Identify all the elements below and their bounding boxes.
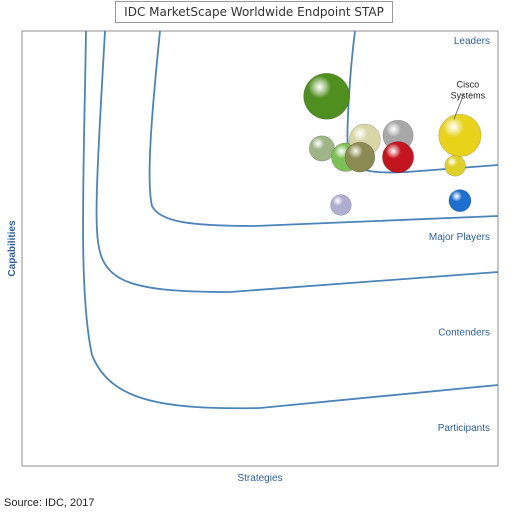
plot-area [21, 30, 499, 467]
bubble-10 [330, 194, 352, 216]
bubble-6 [382, 141, 414, 174]
bubble-0 [303, 72, 350, 120]
bubble-7 [438, 113, 482, 157]
zone-label-major-players: Major Players [429, 232, 490, 243]
zone-label-leaders: Leaders [454, 36, 490, 47]
zone-boundary-2 [148, 30, 499, 227]
chart-title: IDC MarketScape Worldwide Endpoint STAP [115, 1, 393, 23]
y-axis-label: Capabilities [7, 220, 18, 277]
bubble-8 [444, 155, 466, 177]
bubble-label-7-0: Cisco [457, 79, 480, 89]
bubble-label-7-1: Systems [451, 90, 486, 100]
bubble-4 [344, 141, 376, 173]
zone-label-participants: Participants [438, 423, 490, 434]
zone-boundary-0 [95, 30, 499, 293]
x-axis-label: Strategies [237, 473, 282, 484]
zone-label-contenders: Contenders [438, 328, 490, 339]
bubble-leader-7 [453, 93, 465, 120]
bubble-9 [448, 189, 472, 212]
bubble-1 [308, 135, 335, 162]
zone-boundary-3 [82, 30, 499, 410]
source-note: Source: IDC, 2017 [4, 497, 95, 509]
